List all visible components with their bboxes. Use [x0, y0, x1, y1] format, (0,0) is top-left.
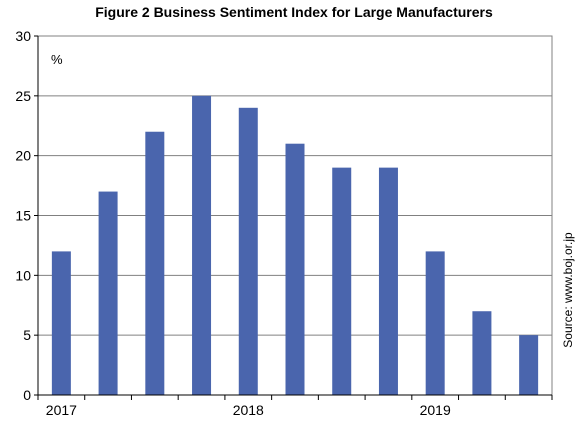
bar	[285, 143, 305, 395]
chart-title: Figure 2 Business Sentiment Index for La…	[95, 4, 493, 20]
y-axis-ticks: 0 5 10 15 20 25 30	[15, 28, 38, 403]
x-axis-ticks: 2017 2018 2019	[37, 395, 553, 418]
bar	[378, 167, 398, 395]
y-tick-label: 5	[23, 327, 31, 343]
x-year-label: 2018	[233, 402, 264, 418]
bar	[145, 131, 165, 395]
x-year-label: 2017	[46, 402, 77, 418]
bar	[192, 95, 212, 395]
bar	[472, 311, 492, 395]
bars	[51, 95, 539, 396]
unit-label: %	[51, 52, 63, 67]
bar	[98, 191, 118, 395]
y-tick-label: 25	[15, 88, 31, 104]
y-tick-label: 20	[15, 148, 31, 164]
bar	[332, 167, 352, 395]
source-note: Source: www.boj.or.jp	[561, 232, 575, 348]
bar	[519, 335, 539, 395]
y-tick-label: 10	[15, 267, 31, 283]
bar	[51, 251, 71, 395]
y-tick-label: 0	[23, 387, 31, 403]
bar	[238, 107, 258, 396]
bar	[425, 251, 445, 395]
y-tick-label: 15	[15, 208, 31, 224]
y-tick-label: 30	[15, 28, 31, 44]
x-year-label: 2019	[420, 402, 451, 418]
